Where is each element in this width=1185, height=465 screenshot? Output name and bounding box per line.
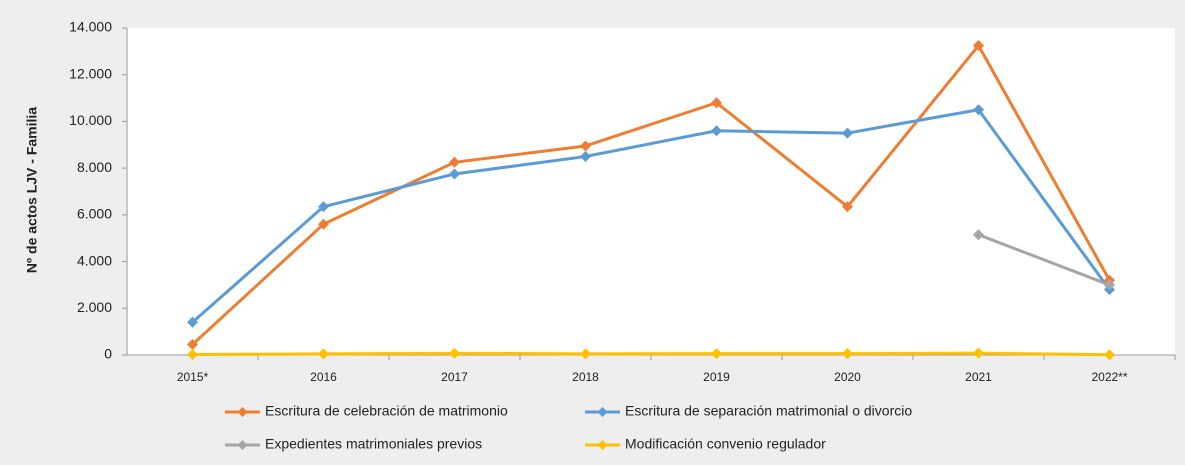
data-point [842,201,853,213]
y-tick-label: 14.000 [69,19,112,35]
legend-marker [597,407,608,417]
data-point [842,127,853,139]
plot-area [127,28,1175,355]
data-point [187,316,198,328]
data-point [449,347,460,359]
data-point [318,218,329,230]
y-tick-label: 12.000 [69,65,112,81]
series-line [977,233,1111,287]
data-point [973,40,984,52]
data-point [318,348,329,360]
legend-marker [237,440,248,450]
y-tick-label: 10.000 [69,112,112,128]
data-point [973,104,984,116]
data-point [711,97,722,109]
x-tick-label: 2022** [1091,370,1127,384]
legend-marker [597,440,608,450]
legend-label: Escritura de celebración de matrimonio [265,403,508,419]
data-point [449,156,460,168]
data-point [1104,349,1115,361]
y-tick-label: 6.000 [77,206,112,222]
data-point [973,229,984,241]
data-point [580,150,591,162]
data-point [187,349,198,361]
data-point [580,348,591,360]
data-point [973,347,984,359]
x-tick-label: 2017 [441,370,468,384]
x-tick-label: 2019 [703,370,730,384]
legend-label: Modificación convenio regulador [625,436,826,452]
data-point [1104,279,1115,291]
series-line [192,351,1110,357]
legend-marker [237,407,248,417]
y-tick-label: 0 [104,346,112,362]
data-point [711,348,722,360]
x-tick-label: 2016 [310,370,337,384]
x-tick-label: 2015* [177,370,209,384]
data-point [580,140,591,152]
data-point [711,125,722,137]
data-point [187,338,198,350]
legend-label: Escritura de separación matrimonial o di… [625,403,912,419]
x-tick-label: 2021 [965,370,992,384]
data-point [842,348,853,360]
x-tick-label: 2020 [834,370,861,384]
series-line [191,44,1111,346]
data-point [318,201,329,213]
y-tick-label: 4.000 [77,252,112,268]
y-axis-title: Nº de actos LJV - Familia [24,107,40,273]
y-tick-label: 8.000 [77,159,112,175]
series-line [191,108,1111,324]
legend-label: Expedientes matrimoniales previos [265,436,482,452]
x-tick-label: 2018 [572,370,599,384]
data-point [449,168,460,180]
y-tick-label: 2.000 [77,299,112,315]
